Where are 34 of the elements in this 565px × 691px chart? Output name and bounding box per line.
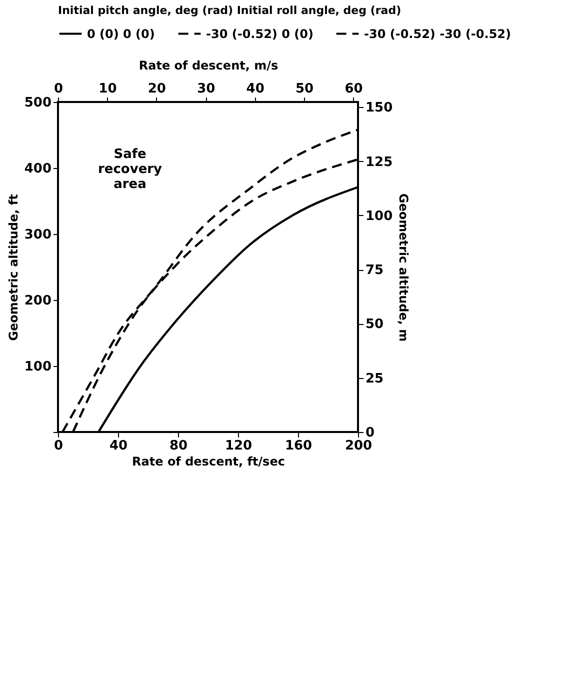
- y2-tick-label: 0: [366, 426, 375, 440]
- x-tick-label: 40: [109, 438, 128, 454]
- x-tick-label: 200: [344, 438, 372, 454]
- x2-tick-label: 0: [54, 82, 64, 96]
- x2-tick-label: 60: [344, 82, 363, 96]
- y-tick-label: 400: [24, 162, 52, 176]
- legend-label: -30 (-0.52) 0 (0): [206, 26, 314, 41]
- x2-axis-title: Rate of descent, m/s: [138, 58, 278, 72]
- y2-tick-label: 50: [366, 317, 384, 332]
- legend-label: -30 (-0.52) -30 (-0.52): [364, 26, 512, 41]
- y-axis-title: Geometric altitude, ft: [6, 194, 20, 341]
- y-tick-label: 100: [24, 360, 52, 374]
- x-tick-label: 120: [224, 438, 252, 454]
- x-tick-label: 160: [284, 438, 312, 454]
- y2-tick-label: 150: [366, 100, 393, 116]
- x2-tick-label: 20: [148, 82, 166, 96]
- y2-tick-label: 75: [366, 263, 384, 278]
- y2-tick-label: 25: [366, 371, 384, 386]
- y-tick-label: 200: [24, 294, 52, 308]
- annotation: Safe recovery area: [98, 147, 163, 192]
- legend-title: Initial pitch angle, deg (rad) Initial roll angle, deg (rad): [58, 4, 402, 17]
- x-axis-title: Rate of descent, ft/sec: [132, 454, 285, 468]
- x2-tick-label: 50: [296, 82, 314, 96]
- x-tick-label: 0: [54, 438, 64, 454]
- y-tick-label: 500: [24, 96, 52, 110]
- x-tick-label: 80: [169, 438, 188, 454]
- y-tick-label: 300: [24, 228, 52, 242]
- y2-tick-label: 125: [366, 154, 393, 170]
- x2-tick-label: 40: [246, 82, 264, 96]
- legend-label: 0 (0) 0 (0): [87, 26, 155, 41]
- y2-tick-label: 100: [366, 208, 393, 224]
- x2-tick-label: 30: [197, 82, 216, 96]
- y2-axis-title: Geometric altitude, m: [396, 193, 411, 342]
- x2-tick-label: 10: [98, 82, 117, 96]
